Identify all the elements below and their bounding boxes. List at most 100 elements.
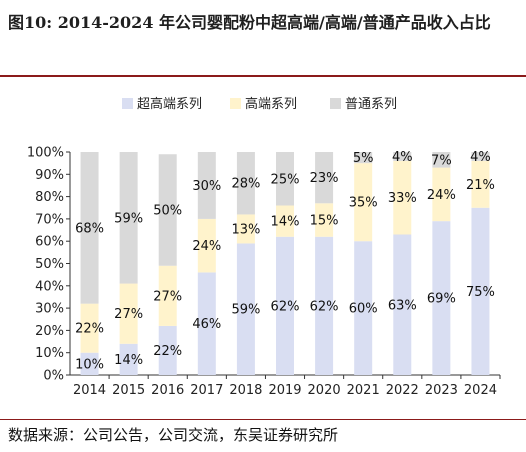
- legend-swatch-1: [230, 98, 241, 109]
- y-tick-label: 10%: [35, 346, 64, 361]
- chart-legend: 超高端系列 高端系列 普通系列: [122, 96, 397, 112]
- data-label: 23%: [310, 171, 339, 186]
- data-label: 21%: [466, 178, 495, 193]
- data-label: 63%: [388, 298, 417, 313]
- x-tick-label: 2020: [308, 383, 341, 398]
- data-label: 30%: [192, 179, 221, 194]
- source-rule: [0, 419, 526, 420]
- bar-segment: [315, 203, 334, 237]
- bar-segment: [119, 152, 138, 284]
- legend-label-0: 超高端系列: [137, 96, 202, 112]
- legend-label-2: 普通系列: [345, 97, 397, 112]
- title-rule: [0, 75, 526, 77]
- data-label: 5%: [353, 151, 374, 166]
- bar-segment: [393, 160, 412, 235]
- x-tick-label: 2018: [229, 383, 262, 398]
- bar-segment: [80, 303, 99, 353]
- bar-segment: [276, 152, 294, 206]
- figure-source: 数据来源：公司公告，公司交流，东吴证券研究所: [8, 426, 339, 444]
- data-label: 69%: [427, 292, 456, 307]
- data-label: 46%: [192, 317, 221, 332]
- bar-segment: [197, 272, 216, 375]
- bar-segment: [393, 234, 412, 375]
- y-tick-label: 20%: [35, 324, 64, 339]
- bar-segment: [158, 154, 177, 266]
- data-label: 13%: [231, 222, 260, 237]
- x-tick-label: 2021: [347, 383, 380, 398]
- x-tick-label: 2015: [112, 383, 145, 398]
- stacked-bar-chart: 超高端系列 高端系列 普通系列 0% 10% 20% 30% 40% 50% 60% 70% 80%…: [27, 96, 501, 398]
- y-tick-label: 60%: [35, 235, 64, 250]
- data-label: 35%: [349, 196, 378, 211]
- data-label: 59%: [114, 211, 143, 226]
- legend-label-1: 高端系列: [245, 96, 297, 112]
- bar-segment: [236, 243, 255, 375]
- y-tick-label: 30%: [35, 302, 64, 317]
- bar-segment: [354, 152, 373, 164]
- data-label: 62%: [310, 299, 339, 314]
- bar-segment: [197, 152, 216, 219]
- data-label: 27%: [153, 289, 182, 304]
- data-label: 75%: [466, 285, 495, 300]
- x-tick-label: 2022: [386, 383, 419, 398]
- chart-data-labels: 10% 22% 68% 14% 27% 59% 22% 27% 50% 46% 24% 30% 59% 1…: [75, 150, 495, 372]
- data-label: 10%: [75, 357, 104, 372]
- data-label: 28%: [231, 177, 260, 192]
- bar-segment: [276, 205, 294, 237]
- x-tick-label: 2017: [190, 383, 223, 398]
- x-tick-label: 2024: [464, 383, 497, 398]
- x-tick-label: 2019: [268, 383, 301, 398]
- bar-segment: [315, 152, 334, 204]
- data-label: 22%: [153, 344, 182, 359]
- legend-swatch-2: [330, 98, 341, 109]
- chart-bars: [80, 152, 490, 375]
- data-label: 14%: [114, 353, 143, 368]
- y-tick-label: 70%: [35, 212, 64, 227]
- bar-segment: [354, 241, 373, 375]
- chart-axes: 0% 10% 20% 30% 40% 50% 60% 70% 80% 90% 100% 2014 201…: [27, 146, 501, 398]
- bar-segment: [158, 325, 177, 375]
- data-label: 24%: [192, 239, 221, 254]
- legend-swatch-0: [122, 98, 133, 109]
- data-label: 68%: [75, 221, 104, 236]
- bar-segment: [158, 265, 177, 326]
- figure-title: 图10: 2014-2024 年公司婴配粉中超高端/高端/普通产品收入占比: [8, 13, 491, 32]
- bar-segment: [80, 152, 99, 304]
- data-label: 15%: [310, 214, 339, 229]
- data-label: 50%: [153, 203, 182, 218]
- x-tick-label: 2016: [151, 383, 184, 398]
- y-tick-label: 80%: [35, 190, 64, 205]
- data-label: 22%: [75, 322, 104, 337]
- data-label: 59%: [231, 303, 260, 318]
- bar-segment: [432, 152, 451, 168]
- data-label: 60%: [349, 302, 378, 317]
- data-label: 7%: [431, 153, 452, 168]
- bar-segment: [393, 152, 412, 161]
- x-tick-label: 2014: [73, 383, 106, 398]
- bar-segment: [354, 163, 373, 242]
- y-tick-label: 90%: [35, 168, 64, 183]
- bar-segment: [197, 218, 216, 273]
- y-tick-label: 0%: [43, 369, 64, 384]
- bar-segment: [80, 352, 99, 375]
- y-tick-label: 40%: [35, 279, 64, 294]
- bar-segment: [119, 283, 138, 344]
- bar-segment: [236, 214, 255, 244]
- data-label: 14%: [271, 215, 300, 230]
- data-label: 33%: [388, 191, 417, 206]
- bar-segment: [471, 207, 490, 375]
- data-label: 27%: [114, 307, 143, 322]
- bar-segment: [315, 236, 334, 375]
- data-label: 62%: [271, 299, 300, 314]
- x-tick-label: 2023: [425, 383, 458, 398]
- bar-segment: [276, 236, 294, 375]
- data-label: 24%: [427, 188, 456, 203]
- y-tick-label: 50%: [35, 257, 64, 272]
- data-label: 4%: [392, 150, 413, 165]
- bar-segment: [119, 343, 138, 375]
- data-label: 25%: [271, 172, 300, 187]
- y-tick-label: 100%: [27, 146, 64, 161]
- bar-segment: [471, 160, 490, 208]
- bar-segment: [432, 167, 451, 222]
- bar-segment: [432, 221, 451, 375]
